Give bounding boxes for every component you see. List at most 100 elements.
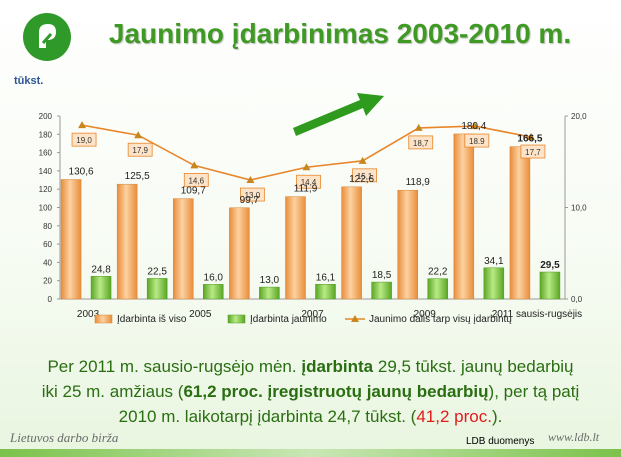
bar-total-label: 118,9 — [406, 177, 431, 188]
page-title: Jaunimo įdarbinimas 2003-2010 m. — [108, 18, 572, 49]
share-point — [302, 163, 311, 171]
unit-label: tūkst. — [14, 75, 44, 87]
bar-total — [60, 179, 82, 300]
legend-label-total: Įdarbinta iš viso — [117, 314, 187, 325]
legend-swatch-share-marker — [351, 315, 359, 322]
share-label-box — [520, 144, 546, 159]
x-tick-label: 2011 sausis-rugsėjis — [492, 309, 582, 320]
bar-youth — [90, 276, 112, 300]
share-label: 19,0 — [76, 136, 92, 145]
share-point — [414, 123, 423, 131]
bar-total — [509, 146, 531, 300]
share-label: 18.9 — [469, 137, 485, 146]
bar-youth — [539, 271, 561, 300]
legend-swatch-youth — [227, 314, 246, 324]
bar-total-label: 166,5 — [517, 134, 542, 145]
y-tick-label-left: 200 — [39, 112, 53, 121]
bar-total — [453, 133, 475, 300]
x-tick-label: 2005 — [189, 309, 212, 320]
share-label-box — [464, 133, 490, 148]
bar-youth-label: 16,1 — [316, 272, 336, 283]
bar-total-label: 122,6 — [349, 174, 374, 185]
bar-youth-label: 29,5 — [540, 260, 560, 271]
bar-youth — [427, 278, 448, 300]
bar-total — [229, 207, 250, 300]
share-label-box — [183, 173, 209, 187]
bar-total-label: 125,5 — [125, 171, 150, 182]
share-label: 17,7 — [525, 148, 541, 157]
x-tick-label: 2007 — [301, 309, 324, 320]
y-tick-label-left: 180 — [39, 130, 53, 139]
share-point — [358, 156, 367, 164]
bar-total — [116, 183, 138, 300]
y-tick-label-right: 0,0 — [571, 295, 583, 304]
legend-label-youth: Įdarbinta jaunimo — [250, 314, 327, 325]
share-label-box — [352, 168, 378, 183]
y-tick-label-right: 20,0 — [571, 112, 587, 121]
bar-youth-label: 34,1 — [484, 256, 504, 267]
y-tick-label-left: 160 — [39, 149, 53, 158]
bar-youth — [203, 284, 224, 300]
bar-total-label: 180,4 — [461, 121, 486, 132]
bar-youth-label: 16,0 — [204, 272, 224, 283]
x-tick-label: 2003 — [77, 309, 100, 320]
bar-youth-label: 24,8 — [91, 264, 111, 275]
bar-total — [285, 196, 306, 300]
bar-total-label: 130,6 — [69, 167, 94, 178]
employment-chart: 0 20 40 60 80 100 120 140 160 180 200 0,0 10,0 20,0 20… — [39, 93, 587, 325]
share-point — [78, 121, 87, 129]
share-label: 13,0 — [245, 191, 261, 200]
share-label: 14,4 — [301, 178, 317, 187]
ldb-logo-icon — [23, 13, 71, 61]
bar-total-label: 109,7 — [181, 186, 206, 197]
caption-line-3: 2010 m. laikotarpį įdarbinta 24,7 tūkst.… — [118, 407, 503, 426]
y-tick-label-right: 10,0 — [571, 204, 587, 213]
up-trend-arrow-icon — [293, 93, 384, 136]
share-point — [134, 131, 143, 139]
share-label: 14,6 — [188, 176, 204, 185]
website-link[interactable]: www.ldb.lt — [548, 430, 600, 444]
bar-total — [341, 186, 362, 300]
y-tick-label-left: 100 — [39, 204, 53, 213]
caption-line-2: iki 25 m. amžiaus (61,2 proc. įregistruo… — [41, 382, 580, 401]
bottom-bar — [0, 449, 621, 457]
bar-total — [173, 198, 194, 300]
share-label-box — [296, 174, 321, 189]
y-tick-label-left: 0 — [48, 295, 53, 304]
share-point — [526, 133, 535, 141]
bar-youth — [371, 281, 392, 300]
bar-youth-label: 22,2 — [428, 267, 448, 278]
y-tick-label-left: 20 — [43, 277, 52, 286]
legend-label-share: Jaunimo dalis tarp visų įdarbintų — [369, 314, 512, 325]
y-tick-label-left: 140 — [39, 167, 53, 176]
bar-youth — [259, 286, 280, 300]
share-point — [190, 161, 199, 169]
share-label-box — [127, 142, 153, 157]
y-tick-label-left: 80 — [43, 222, 52, 231]
y-tick-label-left: 40 — [43, 258, 52, 267]
org-name: Lietuvos darbo birža — [10, 430, 119, 445]
share-label: 17,9 — [132, 146, 148, 155]
share-label: 15,1 — [357, 172, 373, 181]
bar-youth — [315, 284, 336, 300]
bar-youth — [483, 267, 505, 300]
y-tick-label-left: 120 — [39, 185, 53, 194]
y-tick-label-left: 60 — [43, 240, 52, 249]
share-point — [470, 122, 479, 130]
share-label: 18,7 — [413, 139, 429, 148]
source-label: LDB duomenys — [466, 436, 535, 447]
share-point — [246, 176, 255, 184]
share-label-box — [71, 132, 97, 147]
share-label-box — [239, 187, 265, 202]
caption-line-1: Per 2011 m. sausio-rugsėjo mėn. įdarbint… — [47, 357, 574, 376]
caption-text: Per 2011 m. sausio-rugsėjo mėn. įdarbint… — [0, 354, 621, 429]
x-tick-label: 2009 — [414, 309, 437, 320]
bar-total — [397, 189, 418, 300]
legend-swatch-total — [94, 314, 113, 324]
bar-youth — [146, 278, 168, 300]
bar-total-label: 111,9 — [294, 184, 318, 195]
bar-youth-label: 13,0 — [260, 275, 280, 286]
share-label-box — [408, 135, 434, 150]
bar-youth-label: 22,5 — [147, 266, 167, 277]
bar-youth-label: 18,5 — [372, 270, 392, 281]
